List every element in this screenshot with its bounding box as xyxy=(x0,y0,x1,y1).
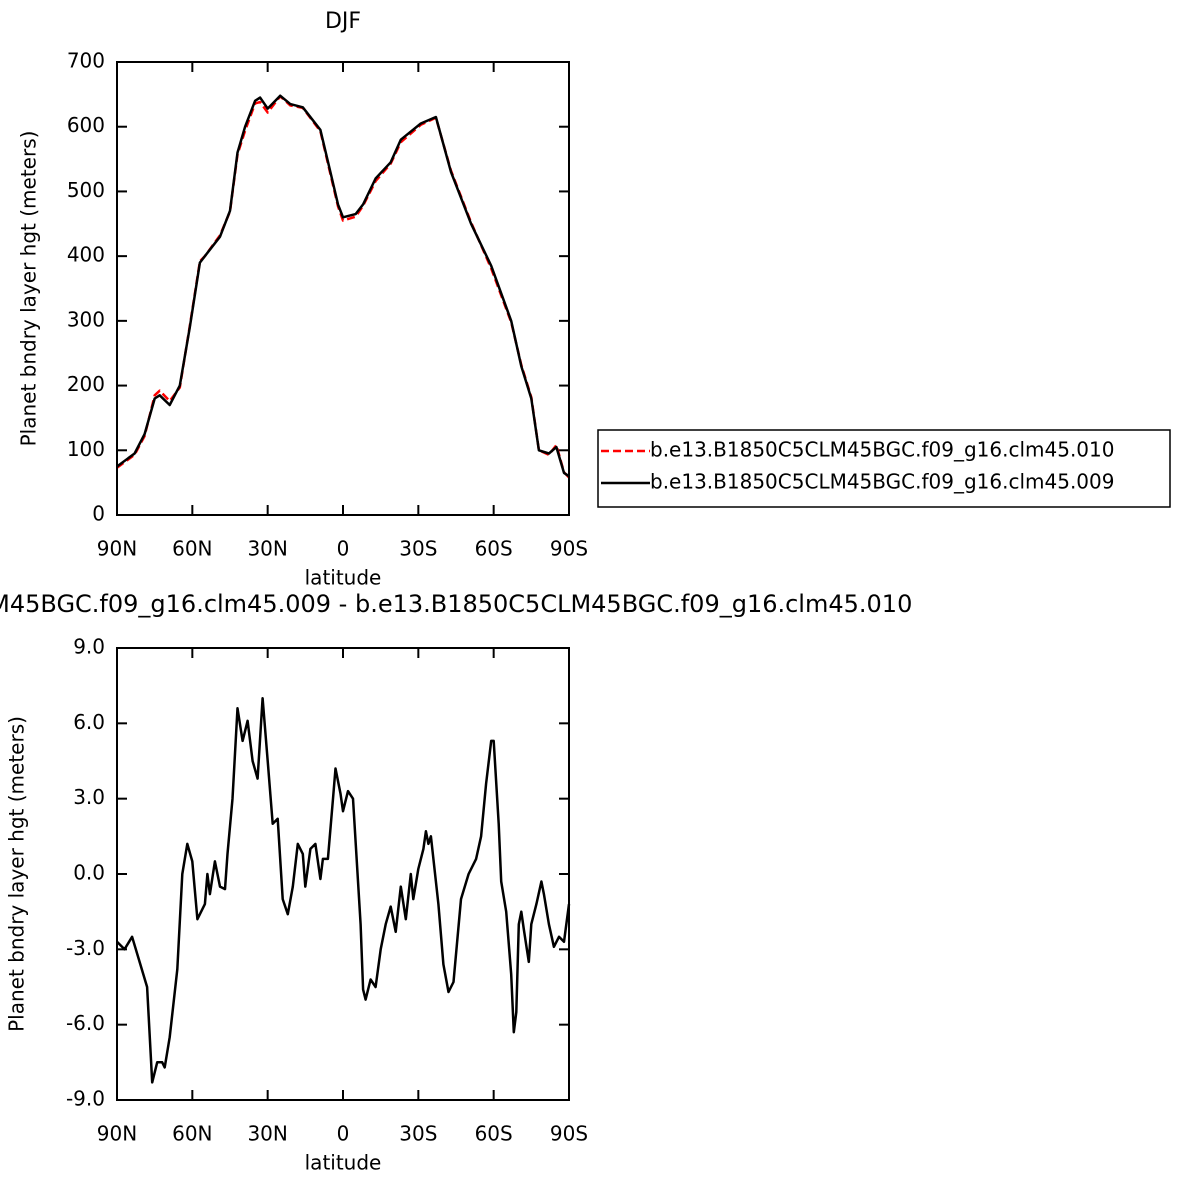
y-tick-label: 6.0 xyxy=(73,710,105,734)
chart-title: b.e13.B1850C5CLM45BGC.f09_g16.clm45.009 … xyxy=(0,590,912,618)
x-tick-label: 60N xyxy=(172,537,212,561)
x-tick-label: 90N xyxy=(97,1122,137,1146)
x-tick-label: 30S xyxy=(399,1122,437,1146)
y-tick-label: 600 xyxy=(67,113,105,137)
y-tick-label: 0.0 xyxy=(73,861,105,885)
x-tick-label: 60S xyxy=(475,537,513,561)
y-tick-label: 300 xyxy=(67,307,105,331)
legend-label: b.e13.B1850C5CLM45BGC.f09_g16.clm45.010 xyxy=(650,438,1114,462)
y-tick-label: -6.0 xyxy=(66,1011,105,1035)
chart-title: DJF xyxy=(325,9,361,34)
x-tick-label: 30S xyxy=(399,537,437,561)
y-axis-label: Planet bndry layer hgt (meters) xyxy=(5,716,29,1032)
x-tick-label: 60S xyxy=(475,1122,513,1146)
x-tick-label: 60N xyxy=(172,1122,212,1146)
y-tick-label: 500 xyxy=(67,178,105,202)
x-tick-label: 0 xyxy=(337,1122,350,1146)
y-tick-label: 0 xyxy=(92,502,105,526)
x-tick-label: 30N xyxy=(247,1122,287,1146)
y-tick-label: 3.0 xyxy=(73,785,105,809)
x-axis-label: latitude xyxy=(305,1151,382,1175)
x-tick-label: 90S xyxy=(550,537,588,561)
x-tick-label: 30N xyxy=(247,537,287,561)
plot-frame xyxy=(116,647,570,1101)
legend-label: b.e13.B1850C5CLM45BGC.f09_g16.clm45.009 xyxy=(650,470,1114,494)
data-line xyxy=(116,94,570,478)
y-tick-label: -3.0 xyxy=(66,936,105,960)
x-axis-label: latitude xyxy=(305,566,382,590)
y-tick-label: 100 xyxy=(67,437,105,461)
y-tick-label: 9.0 xyxy=(73,635,105,659)
y-tick-label: 200 xyxy=(67,372,105,396)
data-line xyxy=(116,95,570,479)
legend-box xyxy=(597,429,1171,508)
y-axis-label: Planet bndry layer hgt (meters) xyxy=(17,131,41,447)
data-line xyxy=(116,696,571,1084)
y-tick-label: 400 xyxy=(67,243,105,267)
x-tick-label: 90N xyxy=(97,537,137,561)
plot-frame xyxy=(116,61,570,516)
x-tick-label: 0 xyxy=(337,537,350,561)
y-tick-label: 700 xyxy=(67,49,105,73)
x-tick-label: 90S xyxy=(550,1122,588,1146)
y-tick-label: -9.0 xyxy=(66,1087,105,1111)
